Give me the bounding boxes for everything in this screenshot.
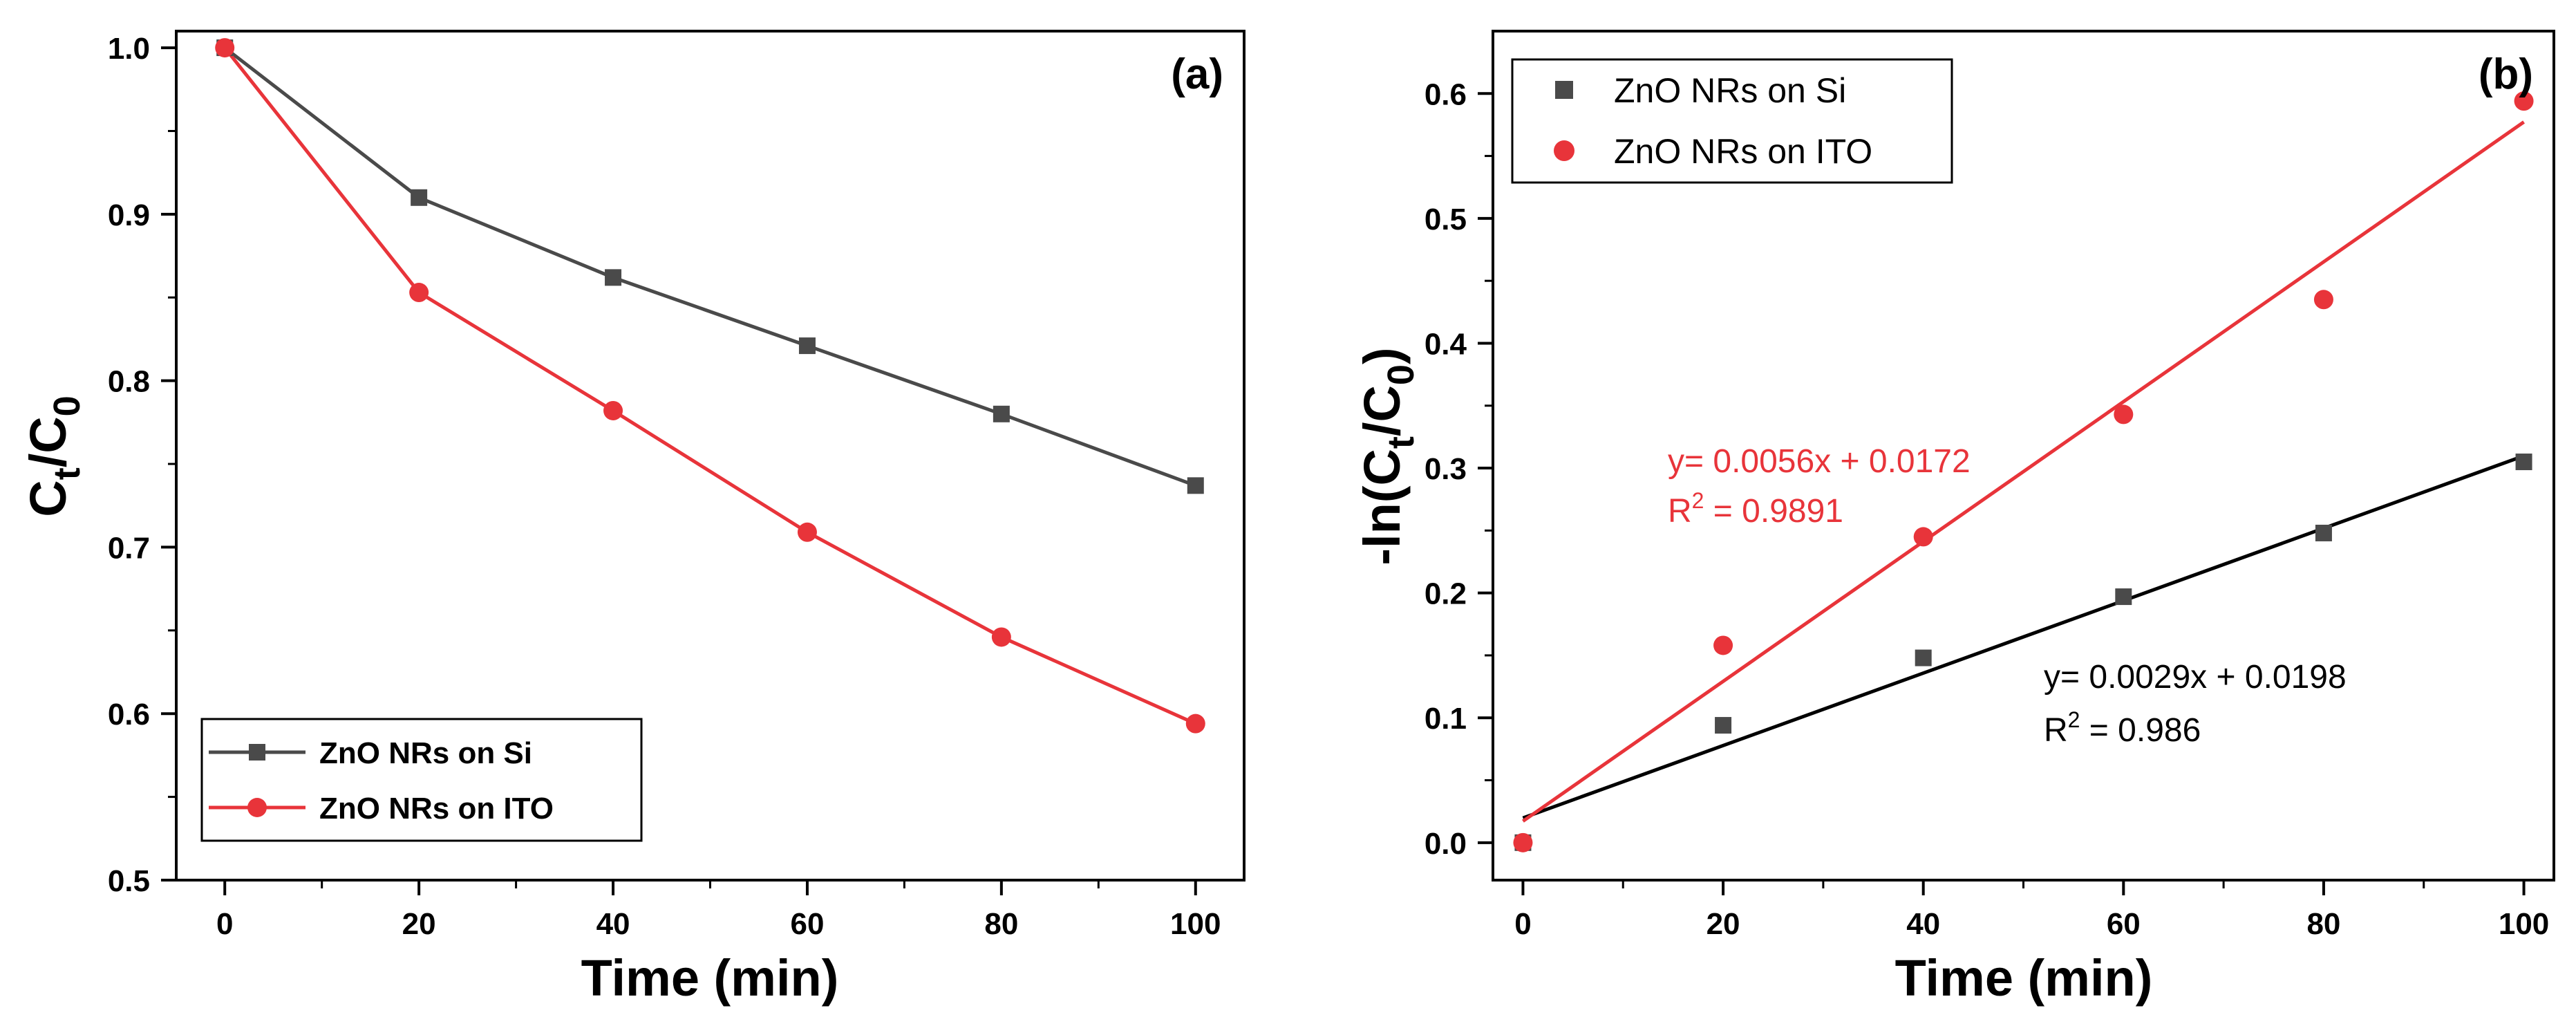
data-point-a-1 (1185, 713, 1205, 734)
data-point-b-0 (2315, 524, 2332, 541)
a-x-tick-label: 0 (216, 907, 233, 941)
y-tick-labels-b: 0.0 0.1 0.2 0.3 0.4 0.5 0.6 (1425, 77, 1467, 861)
legend-marker-a-1 (247, 798, 267, 817)
y-axis-title-b: -ln(Ct/C0) (1353, 347, 1422, 565)
legend-items-a: ZnO NRs on Si ZnO NRs on ITO (209, 736, 554, 826)
fit-lines-b (1522, 120, 2525, 823)
data-point-a-1 (991, 627, 1011, 647)
a-x-tick-label: 60 (790, 907, 824, 941)
data-point-b-1 (2313, 290, 2333, 310)
data-point-b-1 (1513, 832, 1533, 852)
legend-label-b-1: ZnO NRs on ITO (1614, 132, 1872, 171)
a-y-tick-label: 0.7 (108, 531, 150, 565)
legend-label-b-0: ZnO NRs on Si (1614, 71, 1846, 110)
data-point-a-1 (797, 522, 817, 542)
x-tick-labels-a: 0 20 40 60 80 100 (216, 907, 1221, 941)
x-tick-labels-b: 0 20 40 60 80 100 (1514, 907, 2549, 941)
data-point-a-1 (409, 283, 429, 303)
x-axis-title-a: Time (min) (581, 949, 839, 1007)
b-y-tick-label: 0.3 (1425, 452, 1467, 486)
data-point-b-0 (2515, 454, 2532, 471)
fit-equation-ito: y= 0.0056x + 0.0172 (1668, 443, 1971, 480)
legend-label-a-0: ZnO NRs on Si (319, 736, 532, 770)
a-x-tick-label: 20 (402, 907, 436, 941)
legend-items-b: ZnO NRs on Si ZnO NRs on ITO (1554, 71, 1872, 171)
a-y-tick-label: 0.9 (108, 198, 150, 232)
legend-box-a (200, 718, 643, 842)
b-x-tick-label: 40 (1906, 907, 1940, 941)
legend-marker-b-0 (1555, 81, 1573, 99)
data-point-a-1 (603, 400, 623, 420)
legend-marker-a-0 (249, 744, 265, 761)
a-y-tick-label: 0.5 (108, 864, 150, 898)
fit-line-b-0 (1522, 454, 2525, 820)
x-axis-title-b: Time (min) (1895, 949, 2153, 1007)
b-y-tick-label: 0.0 (1425, 827, 1467, 861)
fit-r2-si: R2 = 0.986 (2044, 707, 2201, 749)
legend-box-b (1511, 58, 1953, 184)
b-y-tick-label: 0.6 (1425, 77, 1467, 111)
y-axis-title-a: Ct/C0 (19, 395, 88, 516)
series-line-a-0 (223, 46, 1196, 487)
data-point-a-0 (1187, 477, 1204, 494)
a-x-tick-label: 100 (1170, 907, 1221, 941)
b-x-tick-label: 100 (2499, 907, 2549, 941)
legend-marker-b-1 (1554, 140, 1574, 161)
data-point-b-0 (1715, 717, 1732, 734)
axis-ticks-a (161, 46, 1197, 895)
b-x-tick-label: 0 (1514, 907, 1531, 941)
data-point-a-0 (411, 189, 428, 206)
series-markers-a (215, 38, 1205, 734)
data-point-a-1 (215, 38, 235, 58)
a-y-tick-label: 0.8 (108, 365, 150, 399)
data-point-a-0 (993, 405, 1010, 422)
data-point-b-1 (2114, 404, 2134, 425)
y-tick-labels-a: 0.5 0.6 0.7 0.8 0.9 1.0 (108, 32, 150, 898)
b-y-tick-label: 0.1 (1425, 702, 1467, 736)
b-x-tick-label: 60 (2107, 907, 2141, 941)
chart-b: 0 20 40 60 80 100 0.0 0.1 0.2 0.3 0.4 0.5 0.6 (b) T… (1353, 30, 2555, 1007)
axis-ticks-b (1478, 92, 2526, 895)
b-y-tick-label: 0.5 (1425, 203, 1467, 236)
series-markers-b (1513, 91, 2534, 852)
legend-b: ZnO NRs on Si ZnO NRs on ITO (1511, 58, 1953, 184)
a-x-tick-label: 40 (596, 907, 630, 941)
panel-label-b: (b) (2479, 50, 2533, 98)
data-point-b-1 (2514, 91, 2534, 111)
legend-label-a-1: ZnO NRs on ITO (319, 792, 554, 826)
a-y-tick-label: 1.0 (108, 32, 150, 66)
series-line-a-1 (223, 46, 1196, 725)
b-x-tick-label: 20 (1707, 907, 1740, 941)
legend-a: ZnO NRs on Si ZnO NRs on ITO (200, 718, 643, 842)
a-y-tick-label: 0.6 (108, 698, 150, 731)
data-point-b-1 (1913, 527, 1933, 547)
b-x-tick-label: 80 (2306, 907, 2340, 941)
fit-equation-si: y= 0.0029x + 0.0198 (2044, 659, 2347, 696)
fit-r2-ito: R2 = 0.9891 (1668, 488, 1843, 530)
data-point-a-0 (605, 269, 622, 286)
panel-label-a: (a) (1171, 50, 1223, 98)
series-lines-a (223, 46, 1196, 725)
b-y-tick-label: 0.2 (1425, 577, 1467, 611)
data-point-b-0 (1915, 649, 1932, 666)
a-x-tick-label: 80 (984, 907, 1018, 941)
data-point-b-0 (2115, 588, 2132, 606)
fit-line-b-1 (1522, 120, 2525, 823)
b-y-tick-label: 0.4 (1425, 327, 1467, 361)
data-point-b-1 (1713, 635, 1733, 655)
data-point-a-0 (798, 337, 816, 355)
chart-a: 0 20 40 60 80 100 0.5 0.6 0.7 0.8 0.9 1.0 (a) Time… (19, 30, 1245, 1007)
